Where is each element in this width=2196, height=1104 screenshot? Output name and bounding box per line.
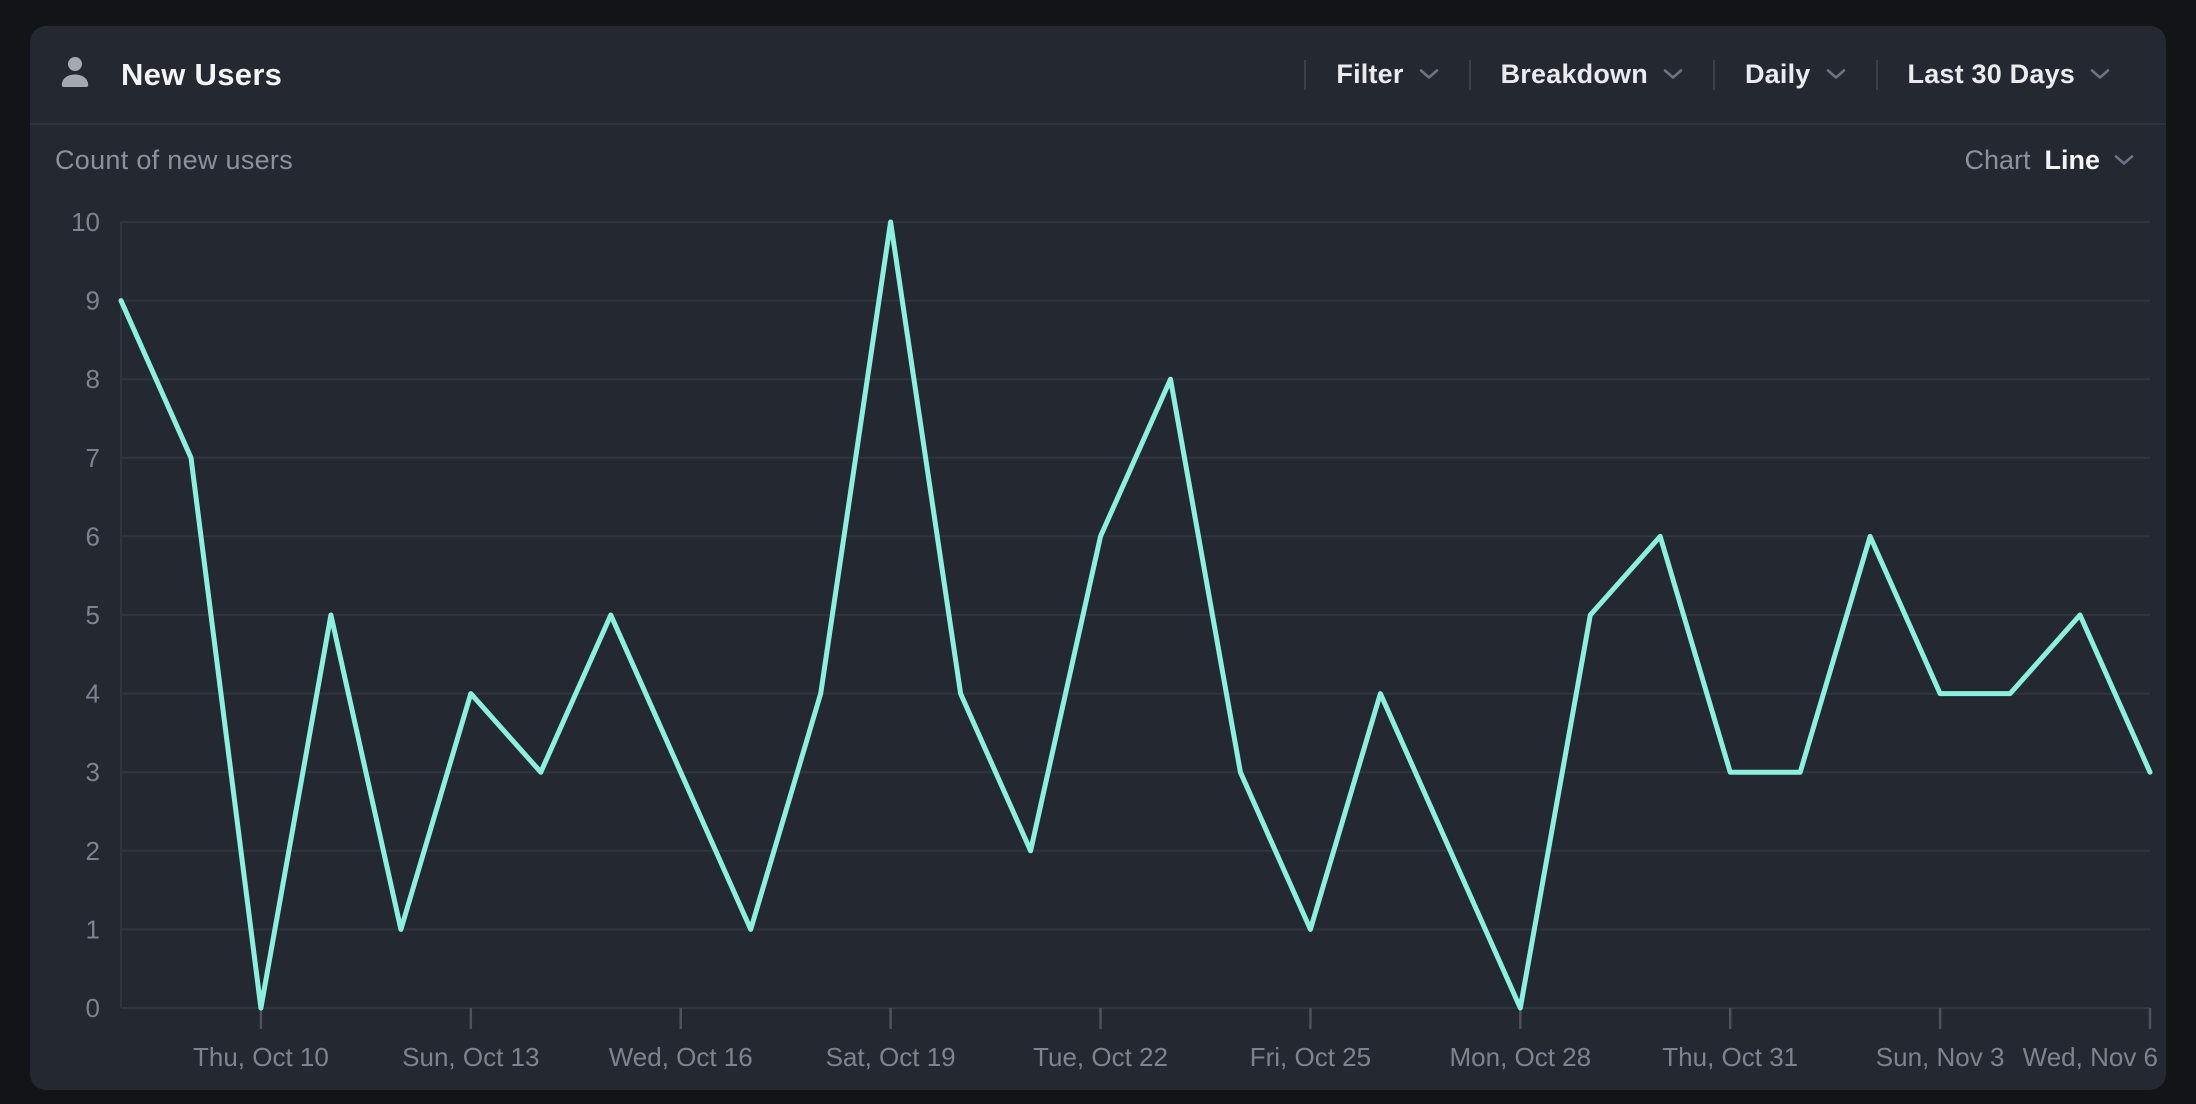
y-axis-label-7: 7 (86, 443, 100, 473)
chevron-down-icon (1419, 67, 1439, 85)
y-axis-label-3: 3 (86, 757, 100, 787)
y-axis-label-5: 5 (86, 600, 100, 630)
chart-word-label: Chart (1964, 144, 2031, 175)
x-axis-label-0: Thu, Oct 10 (193, 1042, 329, 1072)
new-users-card: New Users Filter Breakdown Daily (30, 26, 2166, 1090)
card-header: New Users Filter Breakdown Daily (30, 26, 2166, 125)
x-axis-label-7: Thu, Oct 31 (1662, 1042, 1798, 1072)
chevron-down-icon (2090, 67, 2110, 85)
x-axis-label-2: Wed, Oct 16 (609, 1042, 753, 1072)
x-axis-label-5: Fri, Oct 25 (1250, 1042, 1371, 1072)
toolbar: Filter Breakdown Daily Las (1304, 26, 2140, 123)
date-range-dropdown[interactable]: Last 30 Days (1878, 59, 2141, 90)
granularity-label: Daily (1744, 59, 1811, 89)
y-axis-label-2: 2 (86, 836, 100, 866)
toolbar-divider (1875, 59, 1878, 90)
toolbar-divider (1468, 59, 1471, 90)
chevron-down-icon (1663, 67, 1683, 85)
line-chart-plot-area[interactable]: 0 1 2 3 4 5 6 7 8 9 10 Thu, Oct 10 Sun, Oct 13 Wed, O… (30, 26, 2166, 1088)
filter-dropdown[interactable]: Filter (1306, 59, 1468, 90)
chart-subheader: Count of new users Chart Line (30, 127, 2166, 193)
user-icon (57, 54, 93, 95)
card-header-left: New Users (57, 54, 282, 95)
x-axis-label-4: Tue, Oct 22 (1033, 1042, 1168, 1072)
toolbar-divider (1712, 59, 1715, 90)
chart-type-dropdown[interactable]: Chart Line (1964, 145, 2134, 176)
y-axis-label-6: 6 (86, 521, 100, 551)
chevron-down-icon (1826, 67, 1846, 85)
date-range-label: Last 30 Days (1907, 59, 2075, 89)
y-axis-label-8: 8 (86, 364, 100, 394)
y-axis-label-0: 0 (86, 993, 100, 1023)
metric-label: Count of new users (55, 144, 294, 175)
new-users-series-line[interactable] (118, 219, 2153, 1011)
page-title: New Users (121, 56, 283, 92)
chart-type-value: Line (2044, 144, 2100, 175)
chevron-down-icon (2114, 153, 2134, 171)
x-axis-label-3: Sat, Oct 19 (826, 1042, 956, 1072)
breakdown-dropdown[interactable]: Breakdown (1471, 59, 1713, 90)
y-axis-label-1: 1 (86, 914, 100, 944)
x-axis-label-6: Mon, Oct 28 (1449, 1042, 1591, 1072)
toolbar-divider (1304, 59, 1307, 90)
y-axis-label-4: 4 (86, 679, 100, 709)
x-axis-label-1: Sun, Oct 13 (402, 1042, 539, 1072)
breakdown-label: Breakdown (1500, 59, 1648, 89)
y-axis-label-9: 9 (86, 286, 100, 316)
filter-label: Filter (1336, 59, 1404, 89)
granularity-dropdown[interactable]: Daily (1715, 59, 1876, 90)
x-axis-label-8: Sun, Nov 3 (1876, 1042, 2005, 1072)
y-axis-label-10: 10 (71, 207, 100, 237)
x-axis-label-9: Wed, Nov 6 (2023, 1042, 2158, 1072)
